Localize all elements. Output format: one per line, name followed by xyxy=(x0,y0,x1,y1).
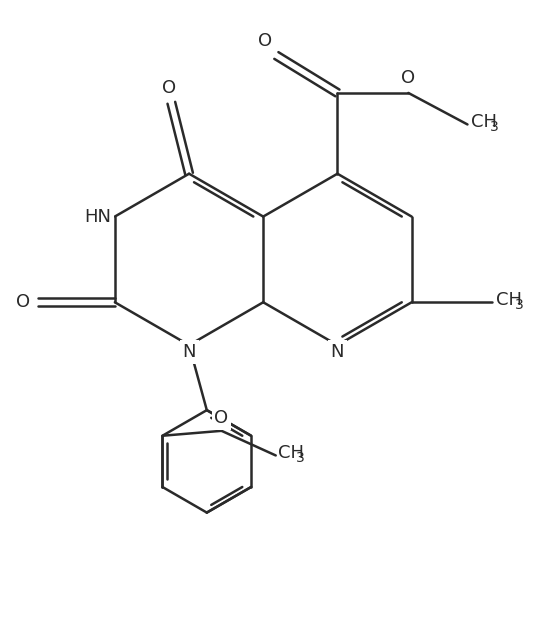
Text: 3: 3 xyxy=(296,451,305,465)
Text: N: N xyxy=(331,343,344,361)
Text: O: O xyxy=(402,69,416,87)
Text: 3: 3 xyxy=(490,120,499,134)
Text: HN: HN xyxy=(84,207,111,225)
Text: CH: CH xyxy=(496,291,522,309)
Text: O: O xyxy=(162,79,176,97)
Text: O: O xyxy=(214,409,228,427)
Text: O: O xyxy=(258,31,272,49)
Text: O: O xyxy=(16,293,30,311)
Text: CH: CH xyxy=(472,113,497,131)
Text: 3: 3 xyxy=(515,298,524,312)
Text: CH: CH xyxy=(278,445,304,463)
Text: N: N xyxy=(183,343,196,361)
